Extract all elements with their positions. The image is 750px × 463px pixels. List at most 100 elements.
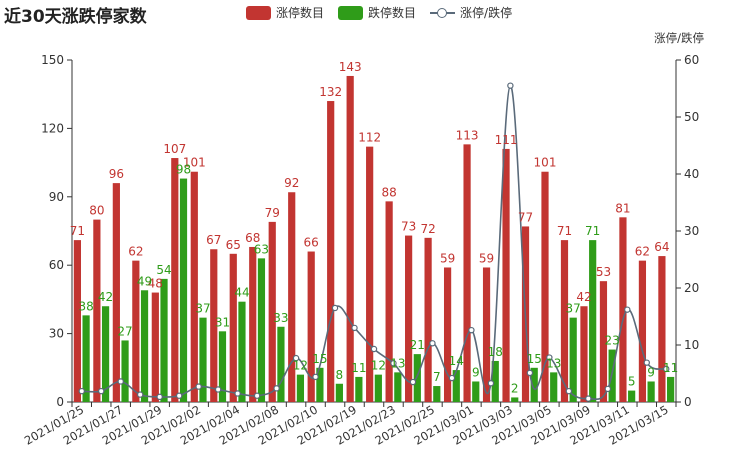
data-label-limit-down: 27: [117, 324, 132, 338]
point-ratio: [156, 393, 163, 401]
y-left-tick-label: 0: [56, 395, 64, 409]
bar-limit-up: [541, 171, 549, 402]
data-label-limit-up: 73: [401, 220, 416, 234]
bar-limit-down: [394, 372, 402, 402]
bar-limit-up: [580, 306, 588, 402]
data-label-limit-down: 44: [234, 286, 249, 300]
legend-item-limit-up[interactable]: 涨停数目: [246, 4, 324, 21]
bar-limit-up: [560, 240, 569, 402]
legend-label-ratio: 涨停/跌停: [460, 6, 513, 20]
legend-label-limit-down: 跌停数目: [368, 6, 417, 20]
legend-swatch-ratio: [430, 6, 456, 20]
bar-limit-down: [511, 397, 519, 402]
chart-title: 近30天涨跌停家数: [4, 7, 147, 27]
data-label-limit-down: 15: [527, 352, 542, 366]
data-label-limit-down: 37: [195, 302, 210, 316]
bar-limit-up: [307, 251, 315, 402]
bar-limit-up: [327, 101, 335, 402]
bar-limit-down: [121, 340, 129, 402]
data-label-limit-up: 72: [420, 222, 435, 236]
y-left-tick-label: 120: [41, 121, 64, 135]
data-label-limit-up: 88: [381, 185, 396, 199]
data-label-limit-up: 79: [265, 206, 280, 220]
bar-limit-up: [190, 171, 198, 402]
data-label-limit-up: 64: [654, 240, 669, 254]
data-label-limit-down: 2: [511, 381, 519, 395]
bar-limit-down: [160, 278, 168, 402]
legend[interactable]: 涨停数目 跌停数目 涨停/跌停: [246, 4, 512, 21]
bar-limit-down: [199, 317, 207, 402]
point-ratio: [390, 360, 397, 367]
data-label-limit-up: 53: [596, 265, 611, 279]
bar-limit-up: [366, 146, 374, 402]
bar-limit-up: [151, 292, 159, 402]
data-label-limit-down: 42: [98, 290, 113, 304]
data-label-limit-up: 59: [440, 251, 455, 265]
bar-limit-up: [405, 235, 413, 402]
data-label-limit-up: 112: [358, 131, 381, 145]
bar-limit-up: [599, 281, 608, 402]
bar-limit-up: [482, 267, 491, 402]
point-ratio: [292, 354, 300, 362]
bar-limit-down: [218, 331, 227, 402]
line-ratio: [81, 84, 667, 401]
data-label-limit-up: 80: [89, 204, 104, 218]
data-label-limit-down: 9: [647, 365, 655, 379]
bar-limit-up: [132, 260, 140, 402]
bar-limit-down: [628, 390, 636, 402]
data-label-limit-up: 111: [495, 133, 518, 147]
point-ratio: [507, 82, 514, 89]
bar-limit-down: [335, 383, 343, 402]
bar-limit-down: [374, 374, 382, 402]
bar-limit-up: [249, 246, 257, 402]
bar-limit-up: [93, 219, 101, 402]
bar-limit-down: [433, 386, 441, 402]
data-label-limit-up: 101: [534, 156, 557, 170]
bar-limit-down: [569, 317, 577, 402]
data-label-limit-up: 42: [576, 290, 591, 304]
bar-limit-down: [179, 178, 188, 402]
data-label-limit-down: 31: [215, 315, 230, 329]
point-ratio: [312, 373, 319, 381]
point-ratio: [643, 359, 650, 366]
point-ratio: [78, 387, 85, 395]
data-label-limit-down: 12: [293, 359, 308, 373]
point-ratio: [195, 383, 202, 390]
data-label-limit-up: 113: [456, 128, 479, 142]
point-ratio: [351, 324, 358, 332]
bar-limit-up: [385, 201, 393, 402]
y-right-tick-label: 0: [684, 395, 692, 409]
data-label-limit-up: 66: [304, 236, 319, 250]
data-label-limit-down: 5: [628, 375, 636, 389]
bar-limit-up: [502, 148, 510, 402]
point-ratio: [604, 385, 612, 393]
y-left-tick-label: 60: [49, 258, 64, 272]
y-right-tick-label: 40: [684, 167, 699, 181]
bar-limit-down: [355, 376, 363, 402]
legend-item-limit-down[interactable]: 跌停数目: [338, 4, 416, 21]
legend-swatch-limit-up: [246, 5, 271, 20]
legend-item-ratio[interactable]: 涨停/跌停: [430, 4, 512, 21]
data-label-limit-up: 65: [226, 238, 241, 252]
data-label-limit-up: 96: [109, 167, 124, 181]
bar-limit-down: [413, 354, 421, 402]
data-label-limit-up: 62: [635, 245, 650, 259]
data-label-limit-down: 71: [585, 224, 600, 238]
bar-limit-down: [238, 301, 246, 402]
bar-limit-down: [530, 367, 538, 402]
data-label-limit-up: 68: [245, 231, 260, 245]
point-ratio: [234, 390, 241, 397]
point-ratio: [253, 392, 261, 399]
data-label-limit-down: 12: [371, 359, 386, 373]
point-ratio: [409, 378, 417, 386]
bar-limit-down: [257, 258, 266, 402]
data-label-limit-down: 54: [156, 263, 171, 277]
bar-limit-up: [229, 253, 237, 402]
legend-label-limit-up: 涨停数目: [276, 6, 325, 20]
data-label-limit-down: 9: [472, 365, 480, 379]
bar-limit-down: [647, 381, 655, 402]
bar-limit-down: [296, 374, 305, 402]
y-right-tick-label: 30: [684, 224, 699, 238]
point-ratio: [487, 379, 495, 387]
